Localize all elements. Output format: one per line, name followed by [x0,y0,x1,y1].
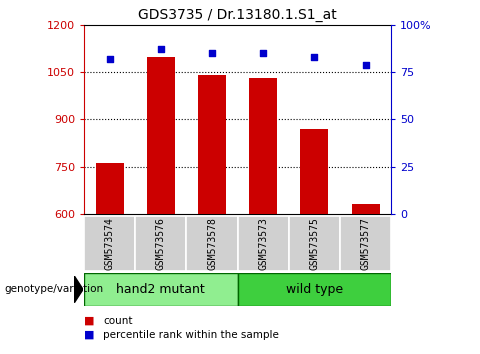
Text: genotype/variation: genotype/variation [5,284,104,295]
Point [311,54,318,60]
Bar [238,216,289,271]
Bar [249,78,277,214]
Point [362,62,370,67]
Point [208,50,216,56]
Text: GSM573573: GSM573573 [258,217,268,270]
Bar [84,216,135,271]
Text: GSM573577: GSM573577 [360,217,371,270]
Title: GDS3735 / Dr.13180.1.S1_at: GDS3735 / Dr.13180.1.S1_at [138,8,337,22]
Bar [84,273,238,306]
Text: hand2 mutant: hand2 mutant [117,283,205,296]
Text: GSM573576: GSM573576 [156,217,166,270]
Point [259,50,267,56]
Bar [147,57,175,214]
Bar [289,216,340,271]
Point [157,47,165,52]
Bar [238,273,391,306]
Bar [135,216,186,271]
Bar [351,204,380,214]
Polygon shape [74,276,83,303]
Bar [96,163,124,214]
Text: ■: ■ [84,316,95,326]
Text: percentile rank within the sample: percentile rank within the sample [103,330,279,339]
Text: wild type: wild type [286,283,343,296]
Bar [300,129,328,214]
Text: GSM573578: GSM573578 [207,217,217,270]
Text: count: count [103,316,132,326]
Bar [340,216,391,271]
Text: GSM573574: GSM573574 [105,217,115,270]
Bar [198,75,226,214]
Bar [186,216,238,271]
Point [106,56,113,62]
Text: ■: ■ [84,330,95,339]
Text: GSM573575: GSM573575 [310,217,319,270]
